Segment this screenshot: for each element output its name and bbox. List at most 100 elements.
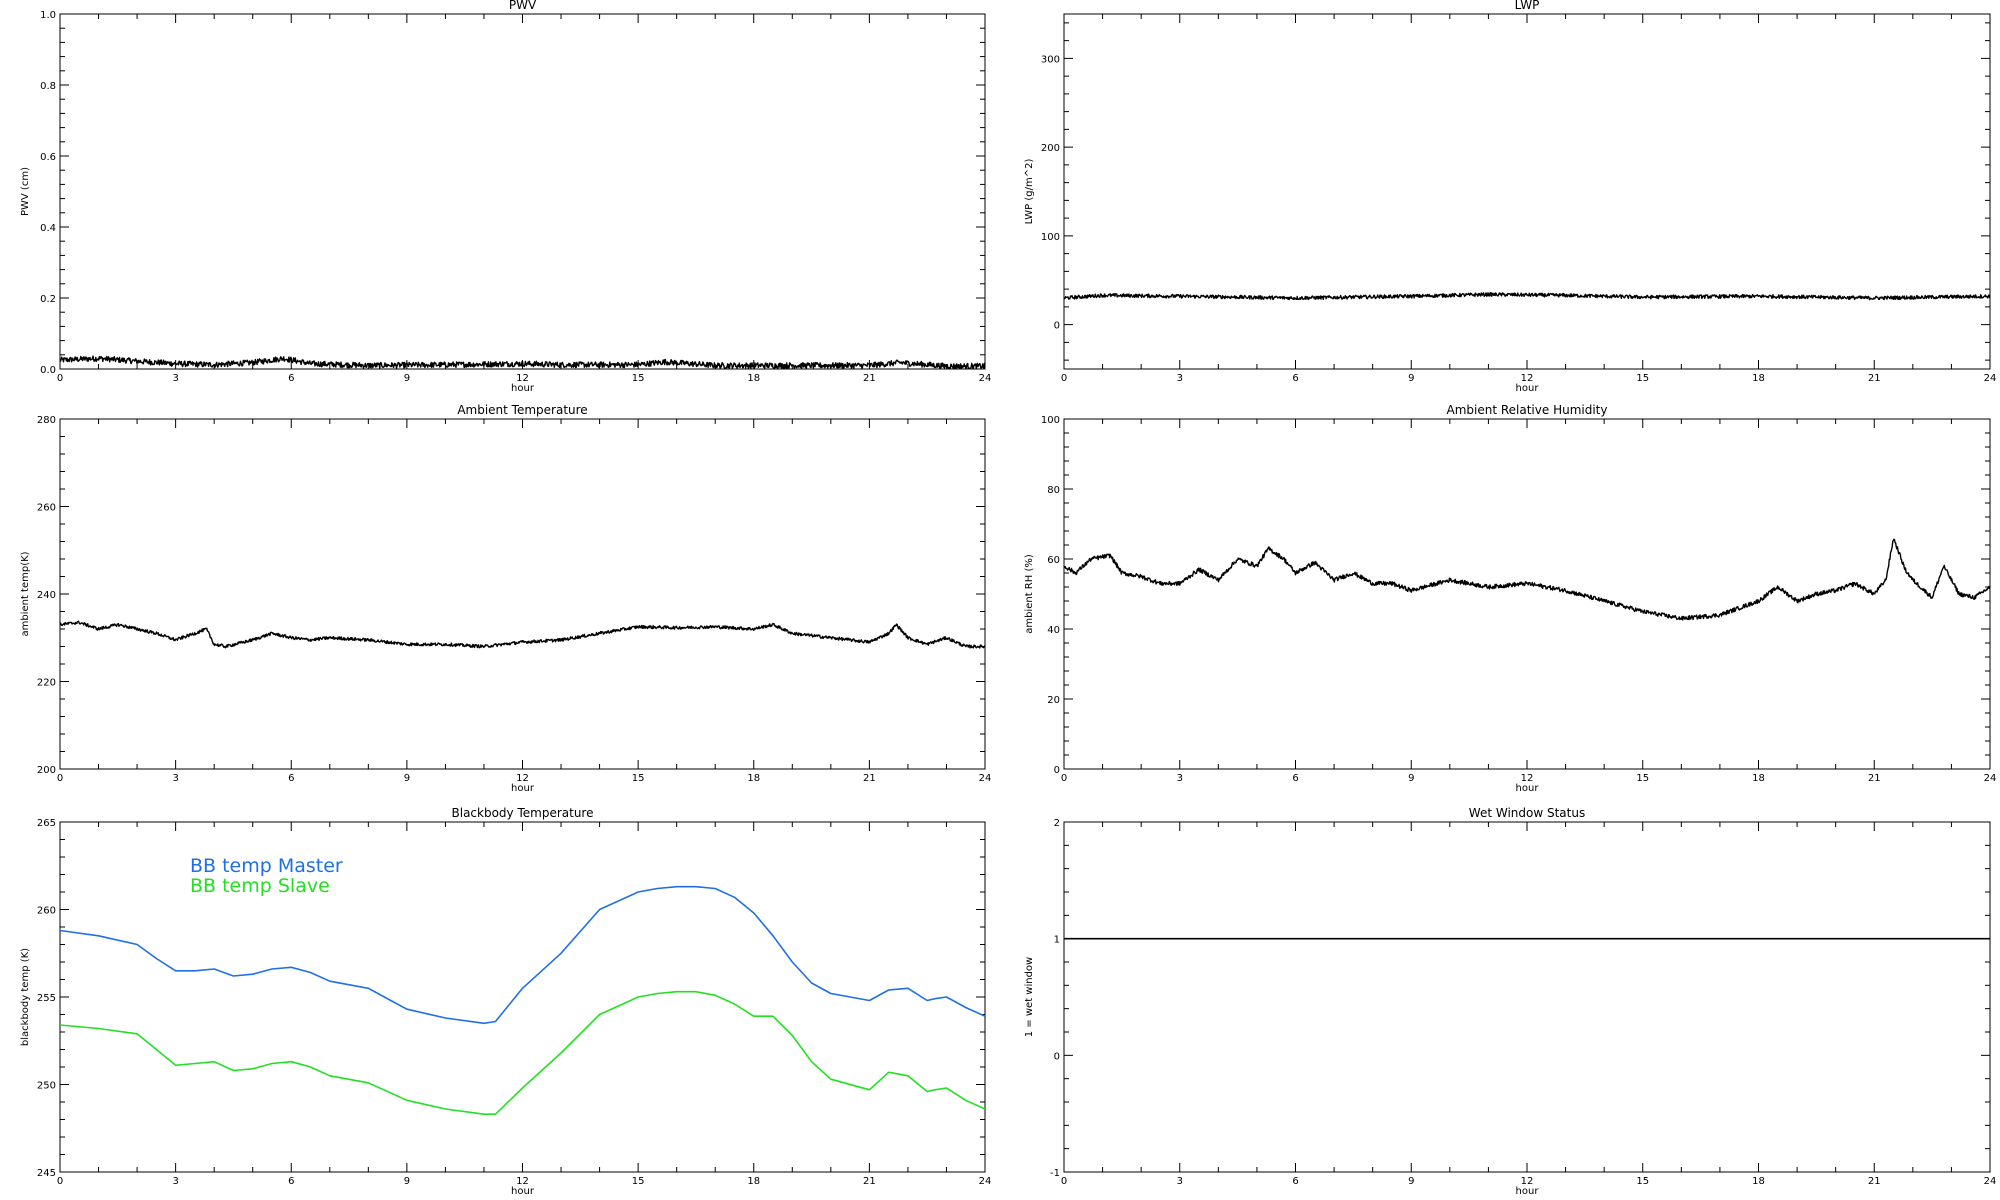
x-tick-label: 12 bbox=[1521, 373, 1534, 384]
x-tick-label: 18 bbox=[1752, 373, 1765, 384]
x-tick-label: 3 bbox=[172, 773, 178, 784]
x-axis-label: hour bbox=[1516, 383, 1540, 394]
y-tick-label: 40 bbox=[1047, 625, 1060, 636]
x-tick-label: 21 bbox=[1868, 773, 1881, 784]
x-tick-label: 6 bbox=[1292, 773, 1298, 784]
x-tick-label: 12 bbox=[516, 1176, 529, 1187]
x-tick-label: 12 bbox=[1521, 1176, 1534, 1187]
y-axis-label: PWV (cm) bbox=[20, 167, 31, 216]
series-line-0 bbox=[1063, 292, 1991, 301]
x-tick-label: 24 bbox=[979, 1176, 992, 1187]
x-tick-label: 9 bbox=[1408, 773, 1414, 784]
plot-frame bbox=[1063, 13, 1991, 370]
y-axis-label: blackbody temp (K) bbox=[20, 948, 31, 1046]
panel-lwp: LWP 0 3 6 9 12 15 18 21 24 hour 0 100 200 300 LWP (g/m^… bbox=[1024, 0, 1996, 394]
x-tick-label: 24 bbox=[1984, 1176, 1997, 1187]
x-tick-label: 21 bbox=[1868, 1176, 1881, 1187]
y-tick-label: 100 bbox=[1041, 415, 1060, 426]
x-tick-label: 24 bbox=[1984, 373, 1997, 384]
x-tick-label: 18 bbox=[1752, 773, 1765, 784]
x-tick-label: 6 bbox=[288, 773, 294, 784]
x-tick-label: 0 bbox=[57, 773, 63, 784]
x-tick-label: 12 bbox=[516, 373, 529, 384]
x-tick-label: 24 bbox=[1984, 773, 1997, 784]
x-axis-label: hour bbox=[1516, 1186, 1540, 1197]
plot-frame bbox=[59, 418, 986, 770]
y-tick-label: 0.4 bbox=[40, 223, 56, 234]
chart-title: Blackbody Temperature bbox=[452, 806, 594, 820]
y-tick-label: 20 bbox=[1047, 695, 1060, 706]
x-tick-label: 18 bbox=[1752, 1176, 1765, 1187]
y-tick-label: 0 bbox=[1054, 765, 1060, 776]
x-tick-label: 9 bbox=[404, 1176, 410, 1187]
x-tick-label: 3 bbox=[1177, 1176, 1183, 1187]
x-tick-label: 9 bbox=[1408, 1176, 1414, 1187]
y-tick-label: 200 bbox=[37, 765, 56, 776]
x-tick-label: 21 bbox=[863, 1176, 876, 1187]
panel-ambient-temperature: Ambient Temperature 0 3 6 9 12 15 18 21 24 hour 200… bbox=[20, 403, 991, 794]
series-line-1 bbox=[59, 990, 986, 1115]
y-tick-label: 280 bbox=[37, 415, 56, 426]
x-tick-label: 0 bbox=[1061, 773, 1067, 784]
x-tick-label: 0 bbox=[57, 373, 63, 384]
x-tick-label: 3 bbox=[1177, 773, 1183, 784]
x-tick-label: 6 bbox=[1292, 373, 1298, 384]
y-axis-label: LWP (g/m^2) bbox=[1024, 159, 1035, 225]
x-axis-label: hour bbox=[511, 783, 535, 794]
legend-entry: BB temp Slave bbox=[190, 875, 330, 897]
x-tick-label: 0 bbox=[1061, 373, 1067, 384]
x-tick-label: 18 bbox=[747, 373, 760, 384]
x-tick-label: 6 bbox=[288, 1176, 294, 1187]
x-tick-label: 15 bbox=[632, 373, 645, 384]
chart-title: Ambient Temperature bbox=[457, 403, 587, 417]
x-tick-label: 15 bbox=[1636, 1176, 1649, 1187]
y-tick-label: 1.0 bbox=[40, 10, 56, 21]
series-line-0 bbox=[59, 620, 986, 649]
y-tick-label: 1 bbox=[1054, 935, 1060, 946]
x-tick-label: 15 bbox=[1636, 773, 1649, 784]
y-tick-label: 60 bbox=[1047, 555, 1060, 566]
legend-entry: BB temp Master bbox=[190, 855, 343, 877]
y-tick-label: 200 bbox=[1041, 143, 1060, 154]
x-tick-label: 21 bbox=[1868, 373, 1881, 384]
y-tick-label: 0.8 bbox=[40, 81, 56, 92]
chart-title: Ambient Relative Humidity bbox=[1447, 403, 1608, 417]
x-tick-label: 6 bbox=[288, 373, 294, 384]
y-tick-label: 300 bbox=[1041, 54, 1060, 65]
y-tick-label: 100 bbox=[1041, 232, 1060, 243]
series-line-0 bbox=[59, 885, 986, 1025]
y-tick-label: 220 bbox=[37, 678, 56, 689]
x-tick-label: 21 bbox=[863, 773, 876, 784]
chart-title: PWV bbox=[509, 0, 537, 12]
x-tick-label: 9 bbox=[404, 773, 410, 784]
x-tick-label: 18 bbox=[747, 773, 760, 784]
series-line-0 bbox=[1063, 538, 1991, 621]
x-tick-label: 18 bbox=[747, 1176, 760, 1187]
panel-ambient-relative-humidity: Ambient Relative Humidity 0 3 6 9 12 15 18 21 24 h… bbox=[1024, 403, 1996, 794]
y-tick-label: 260 bbox=[37, 503, 56, 514]
y-axis-label: 1 = wet window bbox=[1024, 957, 1035, 1037]
x-axis-label: hour bbox=[511, 1186, 535, 1197]
y-tick-label: 0 bbox=[1054, 321, 1060, 332]
y-tick-label: 245 bbox=[37, 1168, 56, 1179]
y-tick-label: 250 bbox=[37, 1081, 56, 1092]
x-tick-label: 3 bbox=[172, 373, 178, 384]
chart-title: LWP bbox=[1515, 0, 1540, 12]
x-axis-label: hour bbox=[511, 383, 535, 394]
y-tick-label: 265 bbox=[37, 818, 56, 829]
x-tick-label: 12 bbox=[1521, 773, 1534, 784]
plot-frame bbox=[1063, 821, 1991, 1173]
y-tick-label: 2 bbox=[1054, 818, 1060, 829]
plot-frame bbox=[1063, 418, 1991, 770]
y-tick-label: 0 bbox=[1054, 1051, 1060, 1062]
x-tick-label: 9 bbox=[1408, 373, 1414, 384]
y-tick-label: -1 bbox=[1050, 1168, 1060, 1179]
x-tick-label: 3 bbox=[172, 1176, 178, 1187]
x-axis-label: hour bbox=[1516, 783, 1540, 794]
x-tick-label: 15 bbox=[632, 1176, 645, 1187]
plot-frame bbox=[59, 13, 986, 370]
panel-blackbody-temperature: Blackbody Temperature 0 3 6 9 12 15 18 21 24 hour 2… bbox=[20, 806, 991, 1197]
y-axis-label: ambient temp(K) bbox=[20, 551, 31, 636]
